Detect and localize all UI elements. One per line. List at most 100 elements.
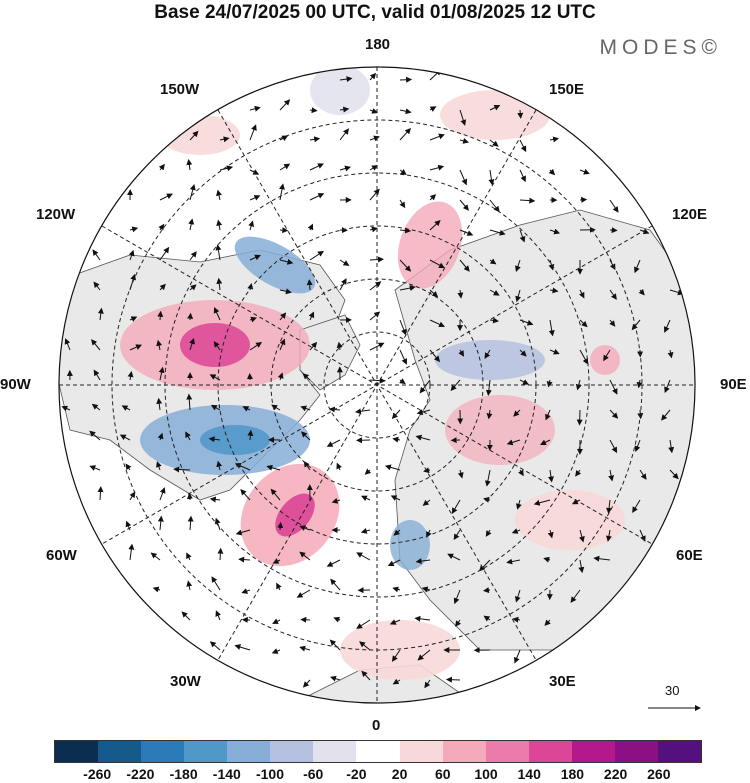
wind-arrow <box>266 464 281 471</box>
wind-arrow <box>277 521 284 531</box>
wind-arrow <box>216 277 223 291</box>
wind-arrow <box>89 430 101 441</box>
map-title: Base 24/07/2025 00 UTC, valid 01/08/2025… <box>154 2 596 23</box>
wind-arrow <box>483 587 491 594</box>
colorbar-swatch <box>657 741 701 762</box>
colorbar-tick-label: 100 <box>474 766 498 782</box>
wind-arrow <box>389 619 401 625</box>
wind-arrow <box>270 488 281 501</box>
colorbar-ticks: -260 -220 -180 -140 -100 -60 -20 20 60 100 140 180 2… <box>54 766 702 782</box>
wind-arrow <box>129 226 139 233</box>
wind-arrow <box>429 194 437 201</box>
anomaly-positive-hudson-core <box>180 323 250 367</box>
wind-arrow <box>213 306 221 321</box>
colorbar-tick-label: -180 <box>169 766 198 782</box>
colorbar-tick-label: 60 <box>435 766 451 782</box>
wind-arrow <box>156 339 163 351</box>
wind-arrow <box>277 372 284 381</box>
wind-arrow <box>129 316 138 322</box>
wind-arrow <box>606 499 613 514</box>
wind-arrow <box>271 648 281 654</box>
meridian-line <box>101 225 653 545</box>
wind-arrow <box>387 559 401 567</box>
wind-arrow <box>631 319 641 331</box>
wind-arrow <box>369 188 380 201</box>
wind-arrow <box>173 466 191 473</box>
wind-arrow <box>219 136 230 143</box>
wind-arrow <box>609 289 617 300</box>
wind-arrow <box>279 99 291 111</box>
wind-arrow <box>548 168 556 176</box>
lon-label-120e: 120E <box>672 206 708 223</box>
wind-arrow <box>445 676 461 683</box>
anomaly-positive-central-asia <box>515 490 625 550</box>
wind-arrow <box>453 589 461 605</box>
wind-arrow <box>186 580 193 591</box>
wind-arrow <box>513 409 521 417</box>
wind-arrow <box>668 439 675 454</box>
wind-arrow <box>97 307 104 321</box>
wind-arrow <box>156 397 163 411</box>
wind-arrow <box>369 311 381 321</box>
wind-arrow <box>399 259 412 272</box>
wind-arrow <box>458 349 465 357</box>
anomaly-negative-arctic-east <box>435 340 545 380</box>
wind-arrow <box>234 644 251 651</box>
wind-arrow <box>421 586 431 593</box>
wind-arrow <box>93 369 101 381</box>
wind-arrow <box>429 220 441 231</box>
wind-arrow <box>97 486 104 501</box>
wind-arrow <box>603 349 611 362</box>
wind-arrow <box>249 254 261 261</box>
wind-arrow <box>339 76 353 83</box>
graticule <box>59 67 695 703</box>
wind-arrow <box>186 159 193 171</box>
wind-arrow <box>272 618 281 624</box>
wind-arrow <box>391 649 401 662</box>
wind-arrow <box>548 259 555 271</box>
wind-arrow <box>189 251 197 261</box>
wind-arrow <box>247 429 254 441</box>
colorbar-tick-label: -220 <box>126 766 155 782</box>
wind-arrow <box>639 469 647 480</box>
wind-arrow <box>579 168 590 175</box>
wind-arrow <box>634 439 641 453</box>
wind-arrow <box>339 106 350 113</box>
wind-arrow <box>578 529 585 543</box>
wind-arrow <box>331 497 341 504</box>
wind-arrow <box>578 559 585 574</box>
wind-arrow <box>540 439 551 445</box>
wind-arrow <box>299 525 311 531</box>
wind-arrow <box>369 281 382 291</box>
wind-arrow <box>485 379 492 396</box>
wind-arrow <box>609 199 619 213</box>
wind-arrow <box>489 317 499 324</box>
wind-arrow <box>89 465 101 471</box>
wind-arrow <box>159 283 166 291</box>
colorbar-tick-label: -60 <box>303 766 324 782</box>
wind-arrow <box>241 588 251 594</box>
wind-arrow <box>213 341 221 351</box>
wind-arrow <box>309 163 324 171</box>
wind-arrow <box>309 193 325 201</box>
wind-arrow <box>579 196 588 203</box>
wind-arrow <box>333 616 341 623</box>
wind-arrow <box>515 499 522 510</box>
wind-arrow <box>533 499 551 506</box>
wind-arrow <box>549 348 560 355</box>
colorbar-swatch <box>55 741 99 762</box>
wind-arrow <box>429 133 445 141</box>
wind-arrow <box>279 183 285 201</box>
lon-label-60w: 60W <box>46 547 77 564</box>
colorbar-tick-label: -100 <box>255 766 285 782</box>
wind-arrow <box>453 529 461 541</box>
wind-arrow <box>216 219 223 231</box>
wind-arrow <box>543 556 551 563</box>
wind-arrow <box>399 285 416 292</box>
wind-arrow <box>576 409 583 426</box>
wind-arrow <box>419 379 431 394</box>
wind-arrow <box>429 289 439 298</box>
wind-arrow <box>326 439 341 447</box>
wind-arrow <box>209 641 221 651</box>
wind-arrow <box>399 227 412 234</box>
